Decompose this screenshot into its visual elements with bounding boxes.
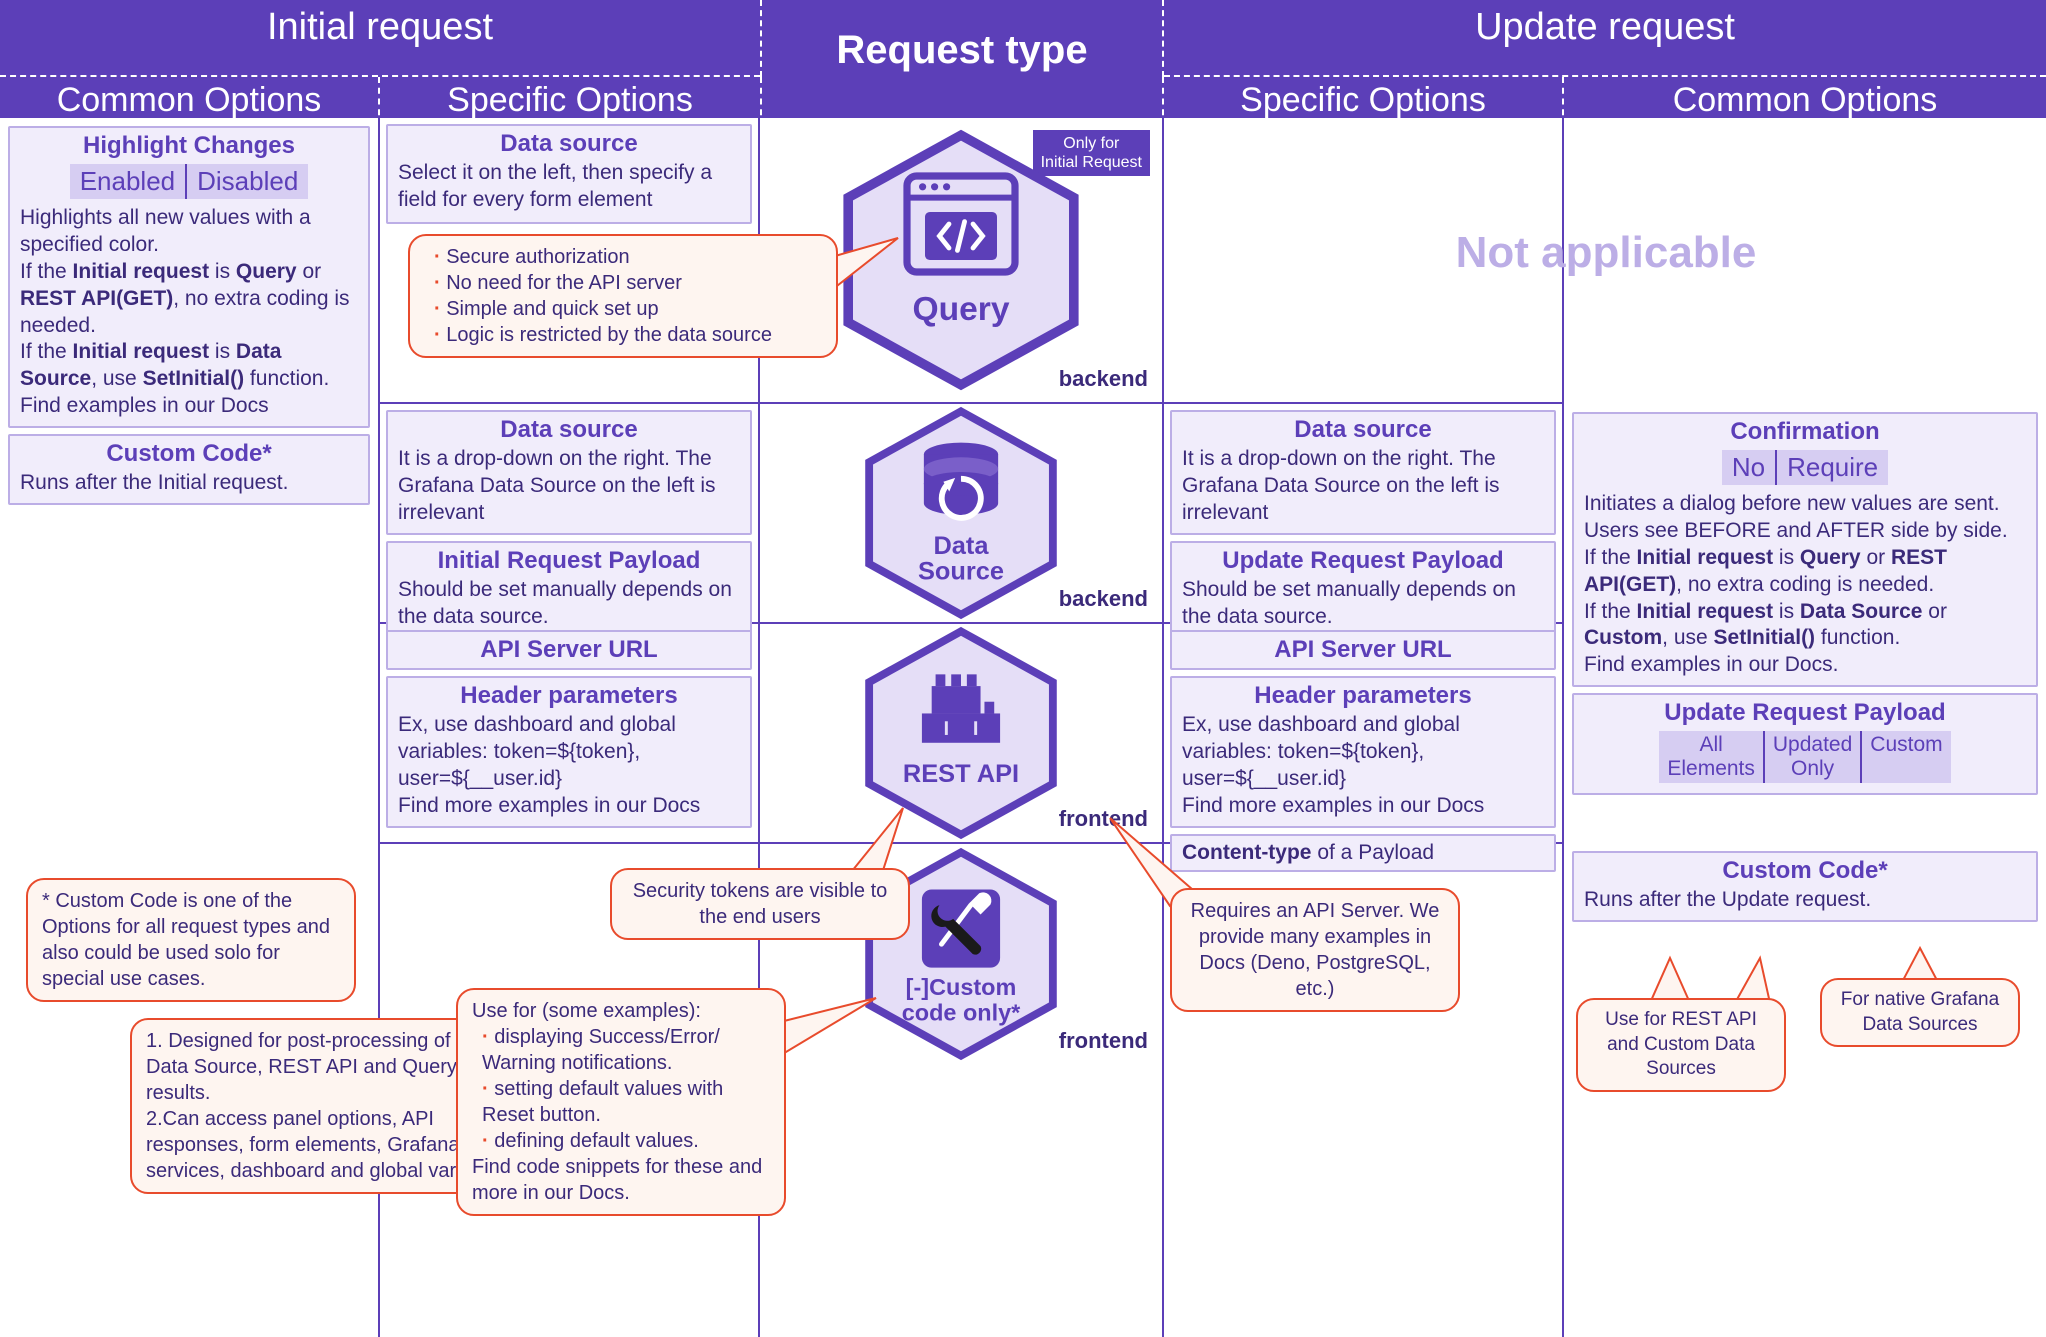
bubble-cc-uses2: Use for (some examples): displaying Succ…	[456, 988, 786, 1216]
highlight-toggle[interactable]: Enabled Disabled	[20, 164, 358, 199]
uspec-hp-body: Ex, use dashboard and global variables: …	[1182, 712, 1544, 820]
ispec-ds-body: It is a drop-down on the right. The Graf…	[398, 446, 740, 527]
cc-initial-body: Runs after the Initial request.	[20, 470, 358, 497]
type-restapi: REST API frontend	[760, 624, 1162, 844]
ispec-rest: API Server URL Header parameters Ex, use…	[380, 624, 758, 844]
header-type: Request type	[760, 0, 1164, 77]
confirm-body: Initiates a dialog before new values are…	[1584, 491, 2026, 679]
uspec-ds-body: It is a drop-down on the right. The Graf…	[1182, 446, 1544, 527]
type-datasource: Data Source backend	[760, 404, 1162, 624]
toggle-no[interactable]: No	[1722, 450, 1777, 485]
uspec-payload-title: Update Request Payload	[1182, 547, 1544, 575]
cc-uses2-intro: Use for (some examples):	[472, 998, 770, 1024]
card-custom-code-update: Custom Code* Runs after the Update reque…	[1572, 851, 2038, 922]
uspec-ds: Data source It is a drop-down on the rig…	[1164, 404, 1562, 624]
card-custom-code-initial: Custom Code* Runs after the Initial requ…	[8, 434, 370, 505]
cc-uses2-outro: Find code snippets for these and more in…	[472, 1154, 770, 1206]
pill-updated[interactable]: Updated Only	[1765, 731, 1862, 783]
uspec-rest: API Server URL Header parameters Ex, use…	[1164, 624, 1562, 844]
confirm-title: Confirmation	[1584, 418, 2026, 446]
pill-custom[interactable]: Custom	[1862, 731, 1950, 783]
tag-backend-0: backend	[1059, 366, 1148, 392]
upayload-title: Update Request Payload	[1584, 699, 2026, 727]
uspec-hp-title: Header parameters	[1182, 682, 1544, 710]
bubble-cc-footnote: * Custom Code is one of the Options for …	[26, 878, 356, 1002]
ispec-ds-title: Data source	[398, 416, 740, 444]
header-top: Initial request Request type Update requ…	[0, 0, 2046, 77]
toggle-disabled[interactable]: Disabled	[187, 164, 308, 199]
bubble-payload-right: For native Grafana Data Sources	[1820, 978, 2020, 1047]
ispec-hp-title: Header parameters	[398, 682, 740, 710]
tag-frontend-2: frontend	[1059, 806, 1148, 832]
not-applicable: Not applicable	[1166, 118, 2046, 404]
ispec-payload-title: Initial Request Payload	[398, 547, 740, 575]
tag-frontend-3: frontend	[1059, 1028, 1148, 1054]
ispec-query-body: Select it on the left, then specify a fi…	[398, 160, 740, 214]
ispec-query-title: Data source	[398, 130, 740, 158]
svg-text:[-]Custom: [-]Custom	[906, 974, 1017, 1000]
svg-text:code only*: code only*	[902, 999, 1021, 1025]
ispec-ds: Data source It is a drop-down on the rig…	[380, 404, 758, 624]
bubble-query-benefits: Secure authorizationNo need for the API …	[408, 234, 838, 358]
svg-text:REST API: REST API	[903, 760, 1019, 788]
highlight-body: Highlights all new values with a specifi…	[20, 205, 358, 420]
card-confirmation: Confirmation No Require Initiates a dial…	[1572, 412, 2038, 687]
toggle-require[interactable]: Require	[1777, 450, 1888, 485]
cc-initial-title: Custom Code*	[20, 440, 358, 468]
hex-datasource-icon: Data Source	[856, 406, 1066, 621]
svg-text:Source: Source	[918, 557, 1004, 585]
upayload-options[interactable]: All Elements Updated Only Custom	[1584, 731, 2026, 783]
cc-update-title: Custom Code*	[1584, 857, 2026, 885]
uspec-url-title: API Server URL	[1182, 636, 1544, 664]
content-grid: Highlight Changes Enabled Disabled Highl…	[0, 118, 2046, 1337]
tag-backend-1: backend	[1059, 586, 1148, 612]
hex-query-icon: Query	[841, 125, 1081, 395]
header-update: Update request	[1164, 0, 2046, 77]
ispec-hp-body: Ex, use dashboard and global variables: …	[398, 712, 740, 820]
highlight-title: Highlight Changes	[20, 132, 358, 160]
svg-text:Data: Data	[933, 532, 989, 560]
svg-text:Query: Query	[912, 291, 1009, 328]
hex-restapi-icon: REST API	[856, 626, 1066, 841]
header-initial: Initial request	[0, 0, 760, 77]
ispec-url-title: API Server URL	[398, 636, 740, 664]
card-update-payload: Update Request Payload All Elements Upda…	[1572, 693, 2038, 795]
bubble-payload-left: Use for REST API and Custom Data Sources	[1576, 998, 1786, 1092]
pill-all[interactable]: All Elements	[1659, 731, 1765, 783]
bubble-rest-req: Requires an API Server. We provide many …	[1170, 888, 1460, 1012]
confirm-toggle[interactable]: No Require	[1584, 450, 2026, 485]
card-highlight-changes: Highlight Changes Enabled Disabled Highl…	[8, 126, 370, 428]
cc-update-body: Runs after the Update request.	[1584, 887, 2026, 914]
toggle-enabled[interactable]: Enabled	[70, 164, 187, 199]
uspec-ds-title: Data source	[1182, 416, 1544, 444]
bubble-rest-warn: Security tokens are visible to the end u…	[610, 868, 910, 940]
